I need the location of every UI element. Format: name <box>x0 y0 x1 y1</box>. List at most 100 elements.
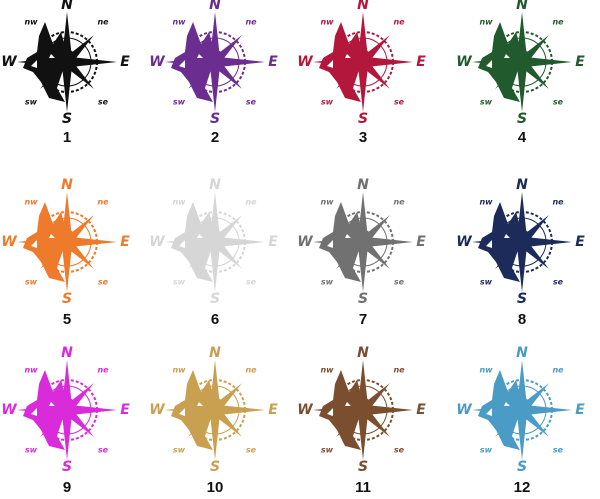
compass-letter: W <box>456 234 472 250</box>
compass-letter: N <box>209 177 221 193</box>
compass-letter: N <box>61 0 73 13</box>
compass-ring <box>332 31 394 93</box>
compass-letter: N <box>516 177 528 193</box>
dog-head <box>171 370 221 450</box>
compass-letter: ne <box>245 18 257 27</box>
compass-letter: nw <box>172 366 186 375</box>
compass-letter: se <box>246 278 257 287</box>
compass-letter: se <box>394 278 405 287</box>
compass-letter: N <box>209 345 221 361</box>
compass-letter: nw <box>320 366 334 375</box>
compass-letter: S <box>517 111 527 127</box>
compass-letter: E <box>575 402 585 418</box>
compass-letter: se <box>98 278 109 287</box>
compass-letter: S <box>62 111 72 127</box>
compass-letter: ne <box>393 18 405 27</box>
compass-letter: nw <box>320 198 334 207</box>
compass-letter: N <box>516 345 528 361</box>
compass-letter: W <box>1 54 17 70</box>
dog-detail <box>31 402 55 416</box>
compass-letter: sw <box>173 278 186 287</box>
compass-letter: nw <box>479 18 493 27</box>
compass-letter: E <box>575 54 585 70</box>
compass-letter: sw <box>321 446 334 455</box>
dog-head <box>478 370 528 450</box>
compass-letter: N <box>61 345 73 361</box>
compass-decal: N S W Enw ne sw se <box>149 345 278 475</box>
compass-ring <box>36 31 98 93</box>
compass-letter: nw <box>320 18 334 27</box>
compass-letter: W <box>456 402 472 418</box>
dog-head <box>23 370 73 450</box>
compass-letter: sw <box>480 446 493 455</box>
compass-letter: sw <box>25 446 38 455</box>
compass-letter: ne <box>552 366 564 375</box>
compass-decal: N S W Enw ne sw se <box>297 177 426 307</box>
compass-letter: ne <box>245 366 257 375</box>
compass-letter: se <box>553 446 564 455</box>
variant-number: 8 <box>518 311 526 328</box>
compass-ring <box>332 379 394 441</box>
dog-head <box>171 202 221 282</box>
compass-letter: E <box>120 402 130 418</box>
compass-letter: sw <box>321 278 334 287</box>
compass-letter: ne <box>552 18 564 27</box>
compass-letter: sw <box>173 446 186 455</box>
compass-letter: ne <box>245 198 257 207</box>
compass-letter: W <box>149 234 165 250</box>
compass-letter: N <box>516 0 528 13</box>
compass-letter: E <box>268 402 278 418</box>
variant-number: 2 <box>211 129 219 146</box>
variant-number: 3 <box>359 129 367 146</box>
compass-ring <box>36 379 98 441</box>
compass-letter: se <box>553 278 564 287</box>
compass-ring <box>491 379 553 441</box>
compass-decal: N S W Enw ne sw se <box>1 345 130 475</box>
compass-letter: sw <box>25 278 38 287</box>
compass-letter: ne <box>97 18 109 27</box>
compass-ring <box>491 211 553 273</box>
compass-letter: N <box>357 0 369 13</box>
compass-ring <box>491 31 553 93</box>
compass-letter: N <box>357 345 369 361</box>
variant-number: 10 <box>207 479 224 496</box>
variant-number: 9 <box>63 479 71 496</box>
compass-letter: S <box>62 459 72 475</box>
compass-letter: se <box>246 98 257 107</box>
variant-number: 5 <box>63 311 71 328</box>
compass-letter: E <box>120 234 130 250</box>
compass-letter: sw <box>321 98 334 107</box>
compass-letter: S <box>210 111 220 127</box>
compass-letter: nw <box>24 198 38 207</box>
dog-head <box>319 202 369 282</box>
compass-letter: W <box>297 234 313 250</box>
compass-letter: S <box>517 291 527 307</box>
compass-letter: W <box>297 402 313 418</box>
compass-letter: nw <box>172 198 186 207</box>
dog-detail <box>486 402 510 416</box>
compass-letter: W <box>149 402 165 418</box>
compass-decal: N S W Enw ne sw se <box>456 177 585 307</box>
compass-letter: nw <box>479 198 493 207</box>
compass-letter: se <box>553 98 564 107</box>
compass-letter: S <box>210 459 220 475</box>
compass-letter: ne <box>393 198 405 207</box>
compass-letter: W <box>1 402 17 418</box>
compass-letter: W <box>149 54 165 70</box>
dog-head <box>478 202 528 282</box>
dog-detail <box>31 234 55 248</box>
compass-decal: N S W Enw ne sw se <box>456 345 585 475</box>
compass-letter: S <box>517 459 527 475</box>
compass-letter: ne <box>97 198 109 207</box>
compass-letter: sw <box>173 98 186 107</box>
compass-decal: N S W Enw ne sw se <box>297 0 426 127</box>
compass-letter: S <box>358 291 368 307</box>
compass-ring <box>332 211 394 273</box>
compass-letter: se <box>98 446 109 455</box>
dog-detail <box>327 402 351 416</box>
compass-ring <box>184 379 246 441</box>
compass-letter: S <box>358 111 368 127</box>
variant-number: 6 <box>211 311 219 328</box>
compass-decal: N S W Enw ne sw se <box>297 345 426 475</box>
